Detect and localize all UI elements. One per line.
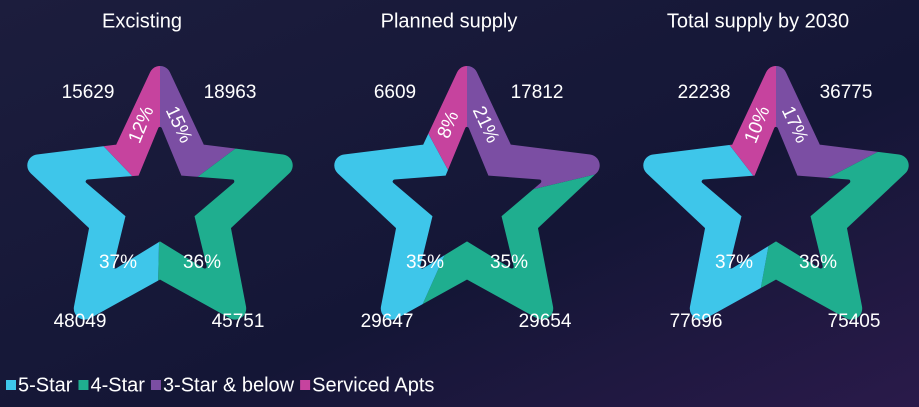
legend-label: Serviced Apts	[312, 374, 434, 396]
legend-label: 3-Star & below	[163, 374, 295, 396]
star-donut	[576, 4, 919, 405]
legend-swatch	[300, 380, 311, 390]
count-label: 29654	[519, 311, 572, 332]
legend-swatch	[78, 380, 89, 390]
legend-swatch	[6, 380, 16, 390]
count-label: 29647	[361, 311, 414, 332]
slice	[653, 4, 776, 205]
slice	[160, 5, 321, 205]
count-label: 6609	[374, 82, 416, 103]
legend-label: 5-Star	[18, 374, 73, 396]
count-label: 48049	[54, 311, 107, 332]
count-label: 77696	[670, 311, 723, 332]
count-label: 75405	[828, 311, 881, 332]
count-label: 36775	[820, 82, 873, 103]
slice	[21, 5, 161, 205]
count-label: 15629	[62, 82, 115, 103]
count-label: 22238	[678, 82, 731, 103]
slice	[0, 60, 160, 405]
share-label: 36%	[799, 252, 837, 273]
slice	[576, 46, 776, 402]
share-label: 37%	[99, 252, 137, 273]
slice	[739, 130, 919, 405]
count-label: 17812	[511, 82, 564, 103]
count-label: 18963	[204, 82, 257, 103]
slice	[776, 5, 919, 205]
slice	[266, 29, 467, 388]
share-label: 36%	[183, 252, 221, 273]
share-label: 37%	[715, 252, 753, 273]
share-label: 35%	[406, 252, 444, 273]
count-label: 45751	[212, 311, 265, 332]
legend-swatch	[150, 380, 161, 390]
slice	[371, 5, 467, 205]
legend-label: 4-Star	[90, 374, 145, 396]
share-label: 35%	[490, 252, 528, 273]
